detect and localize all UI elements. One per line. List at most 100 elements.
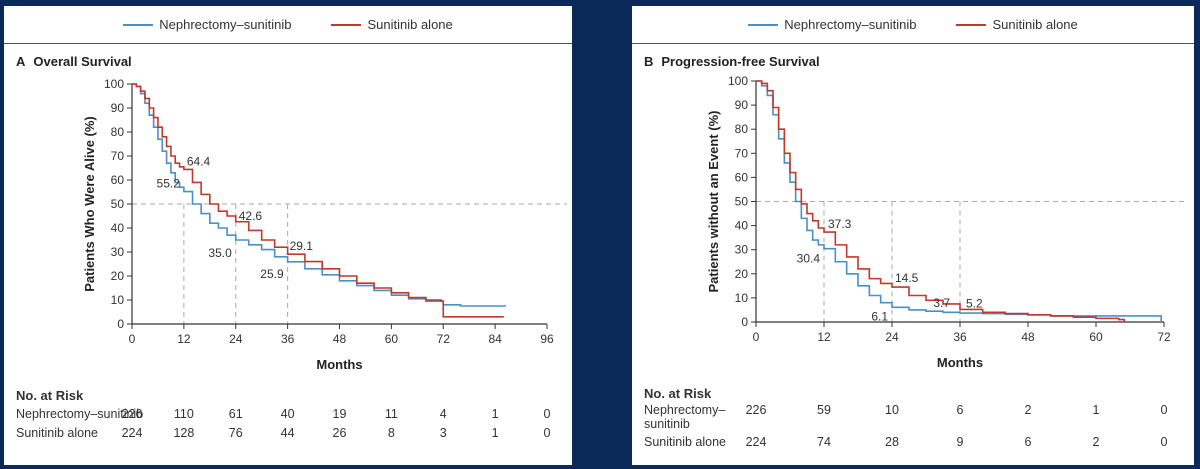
at-risk-value: 11 [384,407,398,421]
series-line-nephrectomy [132,83,506,307]
y-axis-label: Patients without an Event (%) [706,110,721,292]
at-risk-title: No. at Risk [16,388,84,403]
at-risk-value: 74 [817,435,831,449]
at-risk-value: 76 [228,426,243,440]
at-risk-value: 6 [1024,435,1032,449]
legend-swatch-nephrectomy [123,23,154,26]
x-tick-label: 72 [437,332,451,346]
y-tick-label: 60 [735,170,749,184]
x-tick-label: 48 [1021,330,1035,344]
x-axis-label: Months [316,357,362,372]
y-tick-label: 40 [735,219,749,233]
x-tick-label: 0 [129,332,136,346]
at-risk-value: 226 [121,407,143,421]
chart-title: Overall Survival [33,54,132,69]
y-tick-label: 20 [111,269,125,283]
data-label: 35.0 [208,246,232,260]
at-risk-value: 44 [280,426,295,440]
at-risk-value: 10 [885,403,899,417]
x-axis-label: Months [937,355,983,370]
y-tick-label: 50 [735,195,749,209]
data-label: 30.4 [797,252,821,266]
at-risk-value: 0 [1160,435,1168,449]
panel-letter: B [644,54,654,69]
x-tick-label: 72 [1157,330,1171,344]
at-risk-value: 3 [439,426,447,440]
series-line-sunitinib [132,83,504,318]
legend-swatch-sunitinib [331,23,362,26]
overall-survival-chart: 0 10 20 30 40 50 60 70 80 90 100 0 12 24 36 48 60 72 84 96 M… [82,77,567,372]
x-tick-label: 60 [1089,330,1103,344]
y-tick-label: 10 [111,293,125,307]
x-tick-label: 48 [333,332,347,346]
legend-item-sunitinib: Sunitinib alone [331,17,453,32]
legend-swatch-nephrectomy [748,23,779,26]
legend: Nephrectomy–sunitinib Sunitinib alone [632,6,1194,44]
x-tick-label: 36 [281,332,295,346]
y-tick-label: 90 [111,101,125,115]
at-risk-row-label: Nephrectomy–sunitinib [16,407,144,421]
at-risk-value: 4 [439,407,447,421]
data-label: 5.2 [966,296,983,310]
y-tick-label: 80 [735,122,749,136]
y-tick-label: 0 [741,315,748,329]
at-risk-row-label: Nephrectomy– sunitinib [644,403,726,431]
at-risk-value: 8 [387,426,395,440]
at-risk-value: 0 [543,426,551,440]
x-tick-label: 96 [540,332,554,346]
x-tick-label: 84 [488,332,502,346]
chart-title: Progression-free Survival [661,54,820,69]
data-label: 37.3 [828,217,852,231]
data-label: 29.1 [290,239,314,253]
at-risk-value: 2 [1092,435,1100,449]
y-tick-label: 70 [735,146,749,160]
at-risk-value: 19 [332,407,347,421]
data-label: 55.2 [157,177,181,191]
at-risk-value: 59 [817,403,831,417]
at-risk-value: 28 [885,435,899,449]
y-tick-label: 70 [111,149,125,163]
x-tick-label: 12 [817,330,831,344]
y-tick-label: 80 [111,125,125,139]
at-risk-value: 9 [956,435,964,449]
at-risk-value: 224 [745,435,767,449]
at-risk-value: 224 [121,426,143,440]
panel-title: A Overall Survival [16,54,132,69]
panel-title: B Progression-free Survival [644,54,820,69]
y-tick-label: 30 [735,243,749,257]
at-risk-value: 6 [956,403,964,417]
panel-letter: A [16,54,26,69]
at-risk-row-label: Sunitinib alone [644,435,727,449]
x-tick-label: 24 [885,330,899,344]
at-risk-value: 1 [491,407,499,421]
progression-free-survival-chart: 0 10 20 30 40 50 60 70 80 90 100 0 12 24 36 48 60 72 Month… [706,74,1184,370]
legend-label-sunitinib: Sunitinib alone [992,17,1078,32]
series-line-sunitinib [756,80,1126,322]
y-tick-label: 40 [111,221,125,235]
data-label: 25.9 [260,267,284,281]
at-risk-value: 110 [173,407,194,421]
at-risk-value: 0 [1160,403,1168,417]
legend-item-nephrectomy: Nephrectomy–sunitinib [123,17,291,32]
legend-swatch-sunitinib [956,23,987,26]
at-risk-row-label: Sunitinib alone [16,426,99,440]
y-tick-label: 100 [728,74,748,88]
at-risk-value: 40 [280,407,295,421]
at-risk-value: 1 [491,426,499,440]
y-tick-label: 10 [735,291,749,305]
at-risk-title: No. at Risk [644,386,712,401]
x-tick-label: 36 [953,330,967,344]
at-risk-value: 128 [173,426,195,440]
data-label: 3.7 [933,296,950,310]
legend-label-nephrectomy: Nephrectomy–sunitinib [159,17,292,32]
legend-item-sunitinib: Sunitinib alone [956,17,1078,32]
x-tick-label: 0 [753,330,760,344]
y-tick-label: 60 [111,173,125,187]
legend-label-nephrectomy: Nephrectomy–sunitinib [784,17,917,32]
at-risk-value: 1 [1092,403,1100,417]
at-risk-value: 0 [543,407,551,421]
y-tick-label: 0 [117,317,124,331]
at-risk-value: 26 [332,426,347,440]
x-tick-label: 24 [229,332,243,346]
